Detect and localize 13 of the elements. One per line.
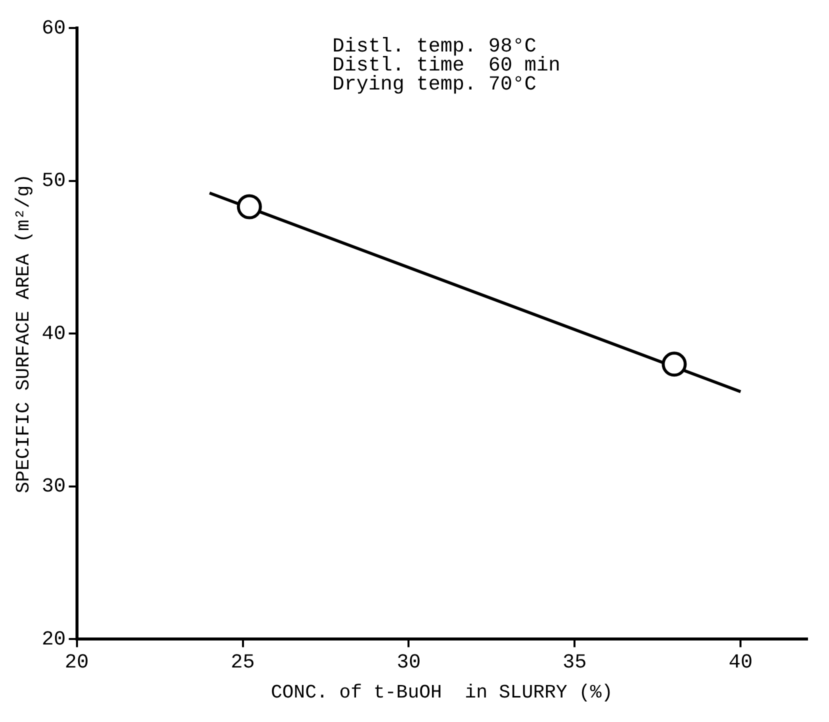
- y-axis-title: SPECIFIC SURFACE AREA (m²/g): [12, 174, 34, 494]
- x-axis-title: CONC. of t-BuOH in SLURRY (%): [270, 682, 613, 704]
- y-tick-label: 20: [42, 628, 66, 652]
- x-tick-label: 25: [230, 651, 255, 674]
- y-tick-label: 30: [42, 476, 66, 499]
- y-tick-label: 60: [42, 17, 66, 40]
- x-tick-label: 30: [396, 651, 421, 674]
- x-tick-label: 35: [562, 651, 587, 674]
- x-tick-label: 40: [728, 651, 753, 674]
- annotation: Drying temp. 70°C: [332, 73, 536, 96]
- x-tick-label: 20: [64, 651, 89, 674]
- y-tick-label: 40: [42, 322, 66, 346]
- y-tick-label: 50: [42, 170, 66, 194]
